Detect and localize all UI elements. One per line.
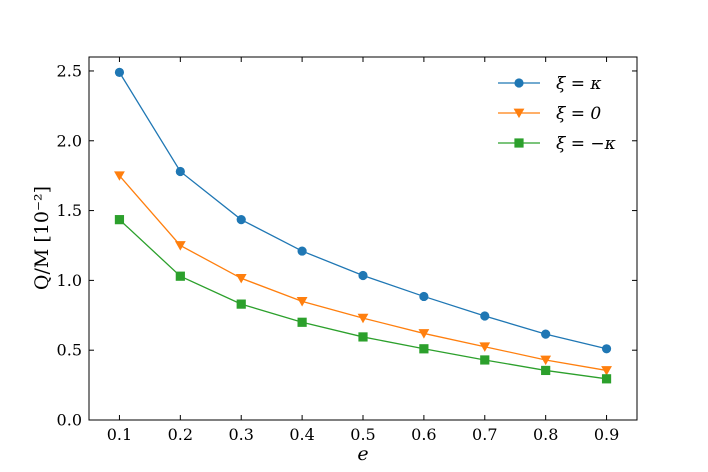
series-line <box>118 72 607 350</box>
data-point <box>541 365 551 376</box>
y-tick-label: 0.0 <box>57 411 82 430</box>
x-tick-label: 0.4 <box>289 425 314 444</box>
series-2 <box>114 215 612 384</box>
y-tick-label: 2.5 <box>57 61 82 80</box>
y-axis-label: Q/M [10⁻²] <box>31 186 53 290</box>
data-point <box>357 313 369 324</box>
data-point <box>541 329 551 339</box>
legend-label: ξ = −κ <box>556 134 616 154</box>
y-tick-label: 1.5 <box>57 201 82 220</box>
data-point <box>236 299 246 309</box>
data-point <box>418 329 430 339</box>
series-0 <box>114 67 612 354</box>
data-point <box>296 297 308 307</box>
data-point <box>358 332 368 342</box>
data-point <box>419 344 429 354</box>
data-point <box>114 67 125 77</box>
data-point <box>236 215 246 225</box>
data-point <box>174 241 186 251</box>
data-point <box>479 342 491 352</box>
x-tick-label: 0.1 <box>107 425 132 444</box>
y-axis-ticks: 0.0 0.5 1.0 1.5 2.0 2.5 <box>57 61 637 430</box>
data-point <box>114 215 125 225</box>
legend-item: ξ = 0 <box>498 104 601 124</box>
x-tick-label: 0.8 <box>533 425 558 444</box>
series-1 <box>114 171 612 376</box>
series-layer <box>114 67 612 384</box>
data-point <box>297 317 307 327</box>
legend-item: ξ = −κ <box>498 134 616 154</box>
x-tick-label: 0.7 <box>472 425 497 444</box>
data-point <box>114 171 125 181</box>
x-tick-label: 0.6 <box>411 425 436 444</box>
data-point <box>601 344 612 354</box>
legend-marker <box>514 78 524 88</box>
data-point <box>601 374 612 384</box>
x-axis-label: e <box>357 443 368 465</box>
legend-label: ξ = 0 <box>556 104 601 124</box>
y-tick-label: 0.5 <box>57 341 82 360</box>
x-tick-label: 0.3 <box>228 425 253 444</box>
data-point <box>175 271 185 281</box>
y-tick-label: 1.0 <box>57 271 82 290</box>
x-tick-label: 0.9 <box>594 425 619 444</box>
legend-label: ξ = κ <box>556 74 602 94</box>
x-axis-ticks: 0.1 0.2 0.3 0.4 0.5 0.6 0.7 0.8 0.9 <box>107 57 619 444</box>
data-point <box>480 355 490 365</box>
data-point <box>540 355 552 366</box>
legend-marker <box>513 108 525 119</box>
y-tick-label: 2.0 <box>57 131 82 150</box>
series-line <box>119 219 607 380</box>
x-tick-label: 0.2 <box>168 425 193 444</box>
data-point <box>235 273 247 284</box>
data-point <box>358 270 368 281</box>
legend-marker <box>514 138 524 148</box>
data-point <box>175 166 185 177</box>
data-point <box>601 366 612 376</box>
data-point <box>480 311 490 321</box>
plot-frame <box>88 56 638 421</box>
x-tick-label: 0.5 <box>350 425 375 444</box>
data-point <box>297 246 307 256</box>
legend: ξ = κ ξ = 0 ξ = −κ <box>498 74 616 154</box>
legend-item: ξ = κ <box>498 74 602 94</box>
data-point <box>419 291 429 302</box>
